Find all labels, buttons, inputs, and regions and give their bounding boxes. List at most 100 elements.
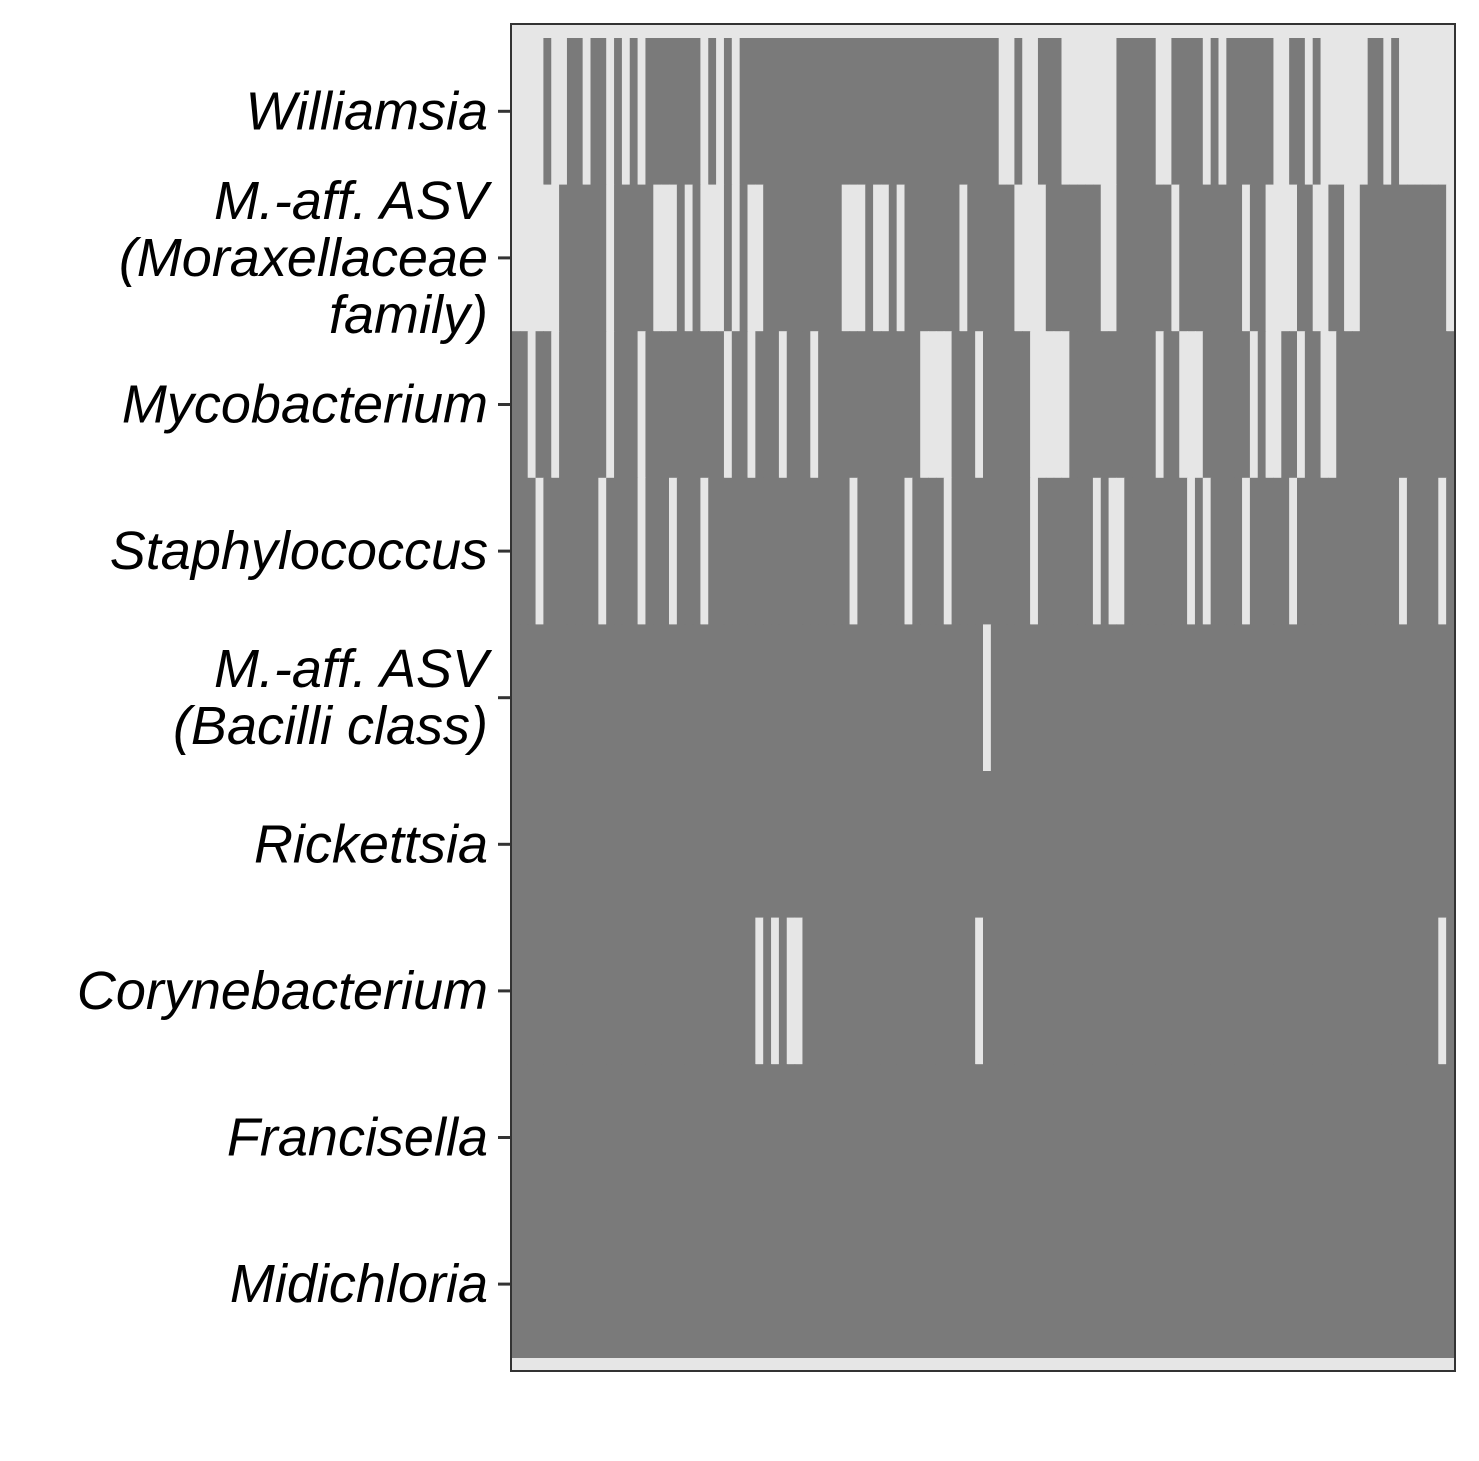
- heatmap-cell: [669, 917, 678, 1065]
- heatmap-cell: [527, 624, 537, 772]
- heatmap-cell: [1022, 1210, 1031, 1358]
- heatmap-cell: [1438, 917, 1447, 1065]
- heatmap-cell: [559, 477, 568, 625]
- heatmap-cell: [676, 917, 686, 1065]
- heatmap-cell: [606, 624, 615, 772]
- heatmap-cell: [880, 477, 890, 625]
- heatmap-cell: [990, 1210, 1000, 1358]
- heatmap-cell: [1116, 477, 1125, 625]
- heatmap-cell: [1202, 624, 1212, 772]
- heatmap-cell: [763, 1064, 772, 1212]
- heatmap-cell: [527, 477, 537, 625]
- heatmap-cell: [574, 1210, 584, 1358]
- heatmap-cell: [943, 1210, 953, 1358]
- heatmap-cell: [645, 331, 654, 479]
- y-tick-label: Francisella: [227, 1108, 488, 1168]
- heatmap-cell: [896, 624, 906, 772]
- heatmap-cell: [833, 184, 843, 332]
- heatmap-cell: [943, 184, 953, 332]
- heatmap-cell: [739, 184, 749, 332]
- heatmap-cell: [826, 1210, 835, 1358]
- heatmap-cell: [1014, 624, 1023, 772]
- heatmap-cell: [778, 38, 788, 186]
- heatmap-cell: [614, 917, 623, 1065]
- heatmap-cell: [1257, 771, 1267, 919]
- heatmap-cell: [1281, 477, 1290, 625]
- heatmap-cell: [684, 1064, 694, 1212]
- heatmap-cell: [543, 331, 552, 479]
- heatmap-cell: [959, 1210, 968, 1358]
- heatmap-cell: [614, 624, 623, 772]
- heatmap-cell: [1242, 1210, 1251, 1358]
- heatmap-cell: [826, 1064, 835, 1212]
- heatmap-cell: [1320, 1064, 1329, 1212]
- heatmap-cell: [802, 184, 811, 332]
- heatmap-cell: [833, 38, 843, 186]
- heatmap-cell: [1045, 331, 1055, 479]
- heatmap-cell: [1022, 331, 1031, 479]
- y-tick-label-line: Midichloria: [230, 1254, 488, 1314]
- heatmap-cell: [747, 331, 756, 479]
- heatmap-cell: [1234, 917, 1243, 1065]
- heatmap-cell: [637, 771, 647, 919]
- heatmap-cell: [1289, 38, 1298, 186]
- heatmap-cell: [1375, 917, 1384, 1065]
- heatmap-cell: [1414, 184, 1424, 332]
- heatmap-cell: [614, 1064, 623, 1212]
- heatmap-cell: [1210, 38, 1220, 186]
- heatmap-cell: [1163, 917, 1172, 1065]
- heatmap-cell: [1022, 917, 1031, 1065]
- heatmap-cell: [1289, 184, 1298, 332]
- heatmap-cell: [1100, 477, 1110, 625]
- heatmap-cell: [786, 1210, 796, 1358]
- heatmap-cell: [684, 38, 694, 186]
- heatmap-cell: [873, 917, 882, 1065]
- heatmap-cell: [621, 331, 631, 479]
- heatmap-cell: [1446, 331, 1455, 479]
- heatmap-cell: [629, 771, 639, 919]
- heatmap-cell: [559, 624, 568, 772]
- heatmap-cell: [1179, 184, 1188, 332]
- heatmap-cell: [865, 331, 874, 479]
- heatmap-cell: [849, 38, 858, 186]
- heatmap-cell: [1304, 1064, 1314, 1212]
- heatmap-cell: [1375, 477, 1384, 625]
- heatmap-cell: [943, 331, 953, 479]
- heatmap-cell: [590, 477, 599, 625]
- heatmap-cell: [896, 1064, 906, 1212]
- heatmap-cell: [904, 38, 913, 186]
- heatmap-cell: [888, 771, 898, 919]
- heatmap-cell: [1242, 38, 1251, 186]
- heatmap-cell: [1336, 1064, 1345, 1212]
- heatmap-cell: [1430, 917, 1439, 1065]
- y-tick-label: Rickettsia: [254, 814, 488, 874]
- heatmap-cell: [1438, 184, 1447, 332]
- heatmap-cell: [794, 331, 804, 479]
- heatmap-cell: [700, 771, 709, 919]
- heatmap-cell: [959, 331, 968, 479]
- heatmap-cell: [1171, 477, 1180, 625]
- heatmap-cell: [771, 1210, 780, 1358]
- heatmap-cell: [1242, 771, 1251, 919]
- heatmap-cell: [1336, 477, 1345, 625]
- heatmap-cell: [998, 331, 1008, 479]
- heatmap-cell: [1297, 477, 1306, 625]
- heatmap-cell: [1202, 1210, 1212, 1358]
- heatmap-cell: [763, 624, 772, 772]
- heatmap-cell: [606, 331, 615, 479]
- heatmap-cell: [1202, 771, 1212, 919]
- heatmap-cell: [653, 331, 662, 479]
- heatmap-cell: [606, 477, 615, 625]
- heatmap-cell: [723, 1210, 733, 1358]
- heatmap-cell: [1006, 38, 1015, 186]
- heatmap-cell: [998, 771, 1008, 919]
- heatmap-cell: [959, 1064, 968, 1212]
- heatmap-cell: [1422, 184, 1432, 332]
- heatmap-cell: [629, 477, 639, 625]
- heatmap-cell: [833, 1210, 843, 1358]
- heatmap-cell: [1297, 38, 1306, 186]
- heatmap-cell: [676, 771, 686, 919]
- heatmap-cell: [653, 38, 662, 186]
- heatmap-cell: [1249, 184, 1259, 332]
- heatmap-cell: [1045, 624, 1055, 772]
